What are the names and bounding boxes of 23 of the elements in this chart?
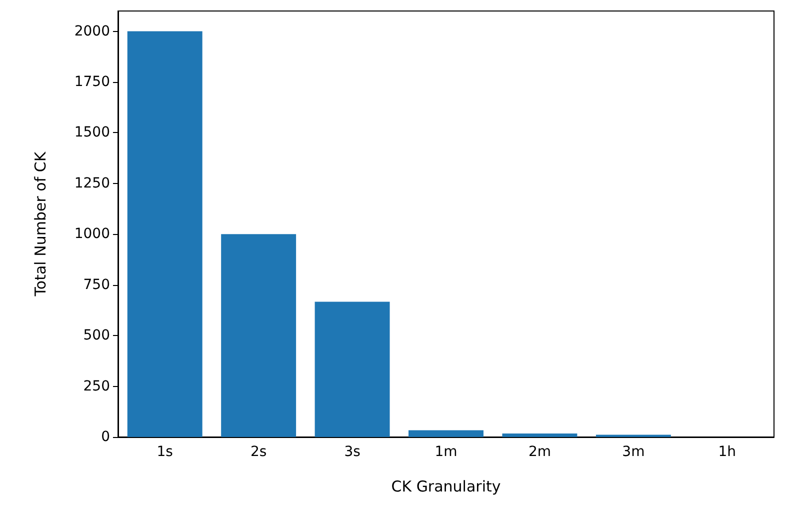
x-tick-label: 1s [156,444,173,460]
y-tick-label: 1500 [74,124,110,141]
bar [408,430,484,437]
bar [502,434,578,437]
y-tick-label: 1250 [74,175,110,192]
y-tick-label: 2000 [74,23,110,40]
x-tick-label: 1m [434,444,458,460]
x-tick-label: 3m [622,444,645,460]
x-tick-label: 1h [718,444,736,460]
bar [221,234,296,437]
x-tick-label: 2s [250,444,267,460]
y-tick-label: 1750 [74,74,110,90]
y-tick-label: 0 [101,429,110,445]
x-axis-title: CK Granularity [391,478,501,496]
y-tick-label: 750 [83,276,110,293]
y-tick-label: 1000 [74,226,110,242]
bar [314,302,390,437]
bar [127,31,202,437]
x-tick-label: 3s [344,444,360,460]
y-tick-label: 500 [83,328,110,344]
x-tick-label: 2m [528,444,551,460]
y-tick-label: 250 [83,378,110,394]
y-axis-title: Total Number of CK [32,150,50,298]
